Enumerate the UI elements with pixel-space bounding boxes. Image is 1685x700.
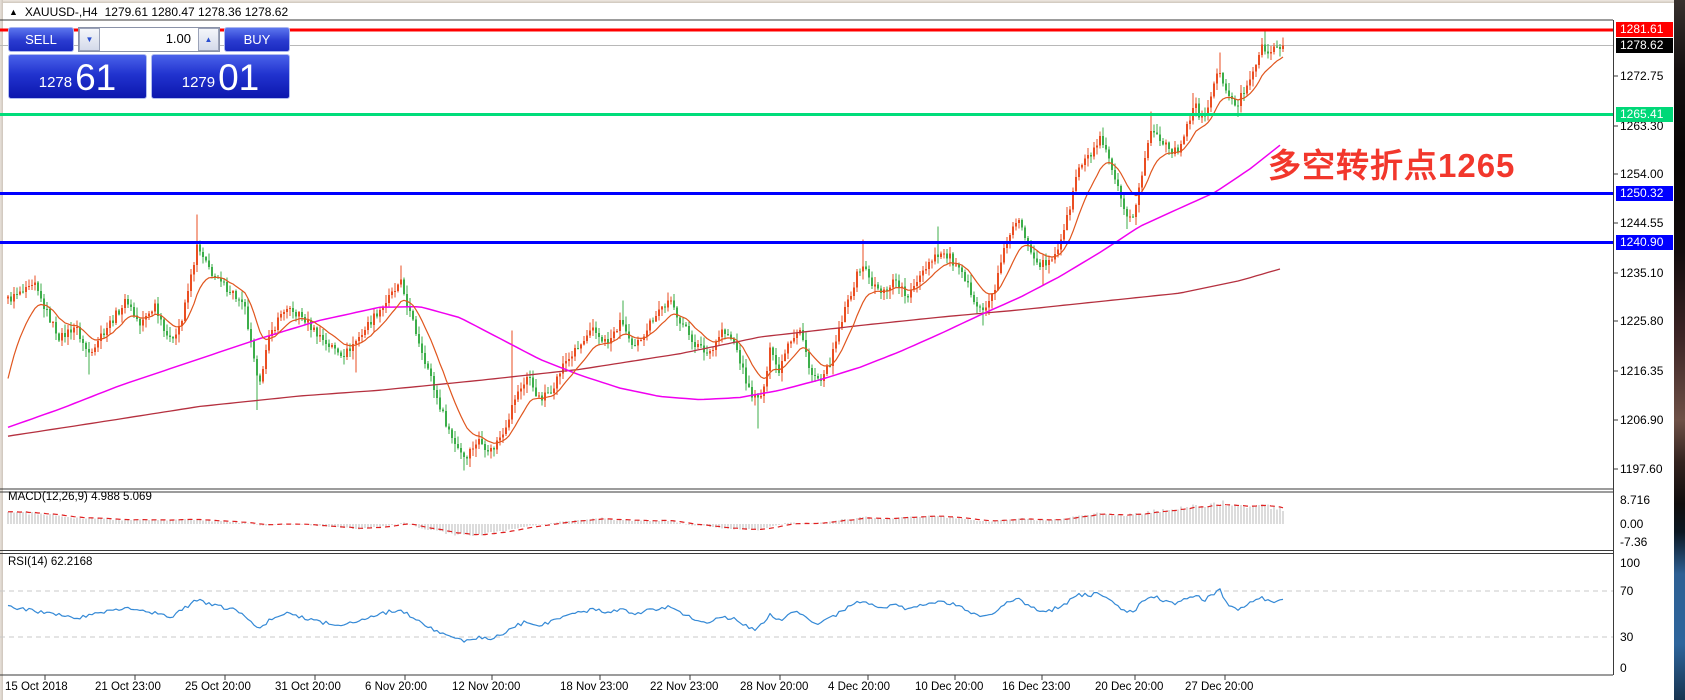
date-tick-label: 31 Oct 20:00 <box>275 681 341 693</box>
date-tick-label: 27 Dec 20:00 <box>1185 681 1254 693</box>
bid-price-main: 1278 <box>38 74 73 91</box>
date-tick-label: 6 Nov 20:00 <box>365 681 428 693</box>
price-tick-label: 1206.90 <box>1620 413 1664 427</box>
date-tick-label: 15 Oct 2018 <box>5 681 68 693</box>
right-scrollbar[interactable] <box>1674 0 1685 700</box>
price-tick-label: 1272.75 <box>1620 69 1664 83</box>
price-tick-label: 1197.60 <box>1620 462 1663 476</box>
window-top-edge <box>0 0 1685 3</box>
price-tick-label: 1225.80 <box>1620 314 1664 328</box>
date-tick-label: 21 Oct 23:00 <box>95 681 161 693</box>
price-line-badge: 1278.62 <box>1616 38 1673 53</box>
bid-price-box[interactable]: 1278 61 <box>8 54 147 99</box>
volume-increase-icon[interactable]: ▲ <box>198 28 219 51</box>
indicator-scale-label: -7.36 <box>1620 535 1648 549</box>
ohlc-values: 1279.61 1280.47 1278.36 1278.62 <box>104 5 289 19</box>
ask-price-pips: 01 <box>218 57 260 98</box>
date-tick-label: 25 Oct 20:00 <box>185 681 251 693</box>
date-tick-label: 16 Dec 23:00 <box>1002 681 1071 693</box>
indicator-scale-label: 8.716 <box>1620 493 1651 507</box>
date-tick-label: 28 Nov 20:00 <box>740 681 809 693</box>
indicator-scale-label: 30 <box>1620 630 1634 644</box>
price-tick-label: 1254.00 <box>1620 167 1664 181</box>
indicator-scale-label: 100 <box>1620 556 1641 570</box>
annotation-text: 多空转折点1265 <box>1268 147 1516 184</box>
price-line-badge: 1281.61 <box>1616 22 1673 37</box>
ask-price-box[interactable]: 1279 01 <box>151 54 290 99</box>
sell-button[interactable]: SELL <box>8 27 74 52</box>
volume-decrease-icon[interactable]: ▼ <box>79 28 100 51</box>
date-tick-label: 20 Dec 20:00 <box>1095 681 1164 693</box>
date-tick-label: 12 Nov 20:00 <box>452 681 521 693</box>
price-line-badge: 1240.90 <box>1616 235 1673 250</box>
date-tick-label: 4 Dec 20:00 <box>828 681 891 693</box>
window-left-edge <box>0 0 3 700</box>
bid-price-pips: 61 <box>75 57 117 98</box>
one-click-trade-panel: SELL ▼ 1.00 ▲ BUY 1278 61 1279 01 <box>8 27 290 99</box>
price-tick-label: 1216.35 <box>1620 364 1664 378</box>
rsi-indicator-label: RSI(14) 62.2168 <box>8 556 93 568</box>
date-tick-label: 18 Nov 23:00 <box>560 681 629 693</box>
indicator-scale-label: 70 <box>1620 584 1634 598</box>
volume-value[interactable]: 1.00 <box>165 31 191 46</box>
ask-price-main: 1279 <box>181 74 216 91</box>
volume-stepper: ▼ 1.00 ▲ <box>78 27 220 52</box>
date-tick-label: 22 Nov 23:00 <box>650 681 719 693</box>
indicator-scale-label: 0.00 <box>1620 517 1644 531</box>
price-line-badge: 1250.32 <box>1616 186 1673 201</box>
price-tick-label: 1235.10 <box>1620 266 1664 280</box>
macd-indicator-label: MACD(12,26,9) 4.988 5.069 <box>8 491 152 503</box>
chart-title-bar: ▲ XAUUSD-,H4 1279.61 1280.47 1278.36 127… <box>9 5 288 19</box>
price-tick-label: 1263.30 <box>1620 119 1664 133</box>
symbol-period-label: XAUUSD-,H4 <box>24 5 98 19</box>
price-tick-label: 1244.55 <box>1620 216 1664 230</box>
indicator-scale-label: 0 <box>1620 661 1627 675</box>
date-tick-label: 10 Dec 20:00 <box>915 681 984 693</box>
buy-button[interactable]: BUY <box>224 27 290 52</box>
symbol-marker-icon: ▲ <box>9 7 18 17</box>
price-line-badge: 1265.41 <box>1616 107 1673 122</box>
